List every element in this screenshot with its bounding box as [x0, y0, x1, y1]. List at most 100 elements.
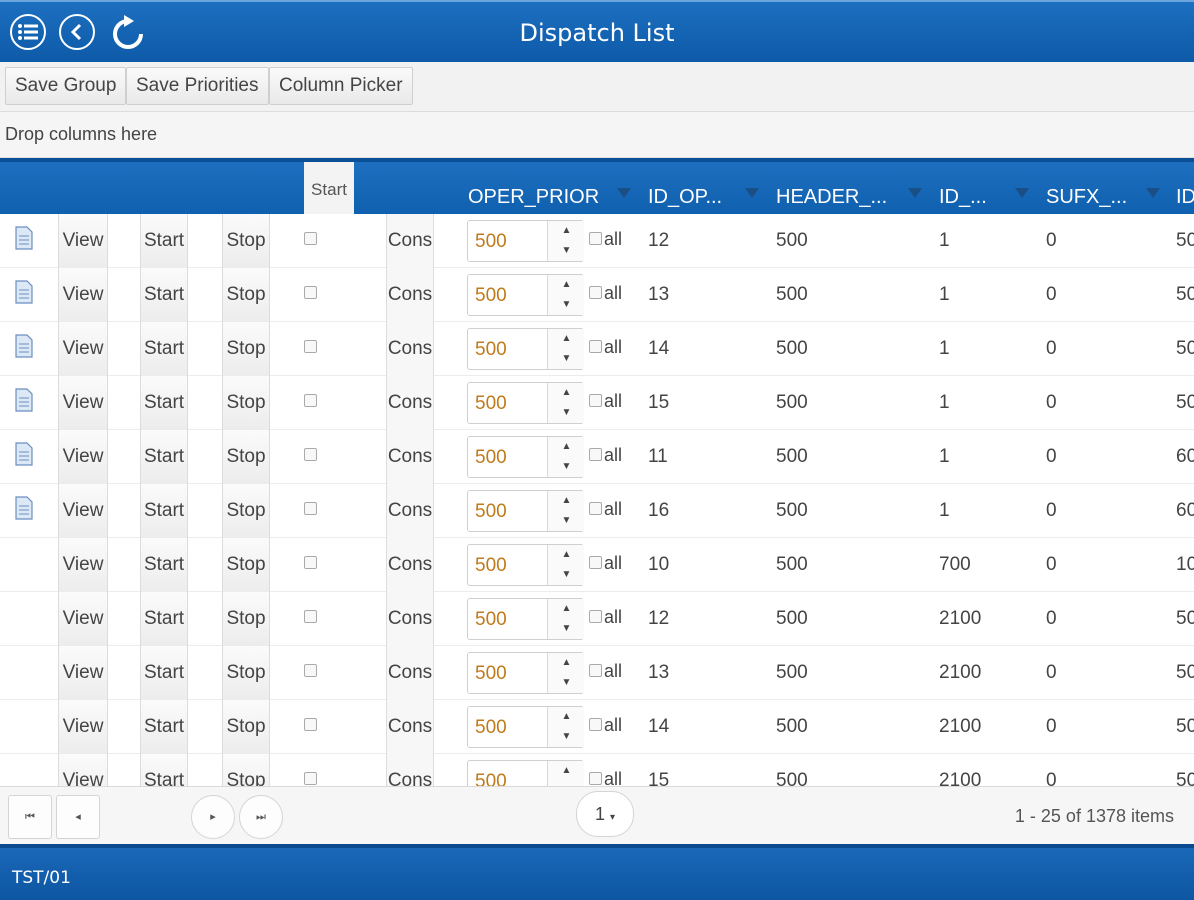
priority-stepper[interactable]: 500▲▼	[467, 598, 584, 640]
save-priorities-button[interactable]: Save Priorities	[126, 67, 269, 105]
stepper-up-icon[interactable]: ▲	[561, 765, 572, 776]
priority-value[interactable]: 500	[475, 663, 507, 684]
document-icon[interactable]	[14, 388, 34, 412]
start-button[interactable]: Start	[140, 646, 188, 700]
stepper-up-icon[interactable]: ▲	[561, 387, 572, 398]
last-page-button[interactable]: ⏭	[239, 795, 283, 839]
cons-button[interactable]: Cons	[386, 754, 434, 786]
stepper-down-icon[interactable]: ▼	[561, 731, 572, 742]
stop-button[interactable]: Stop	[222, 538, 270, 592]
document-icon[interactable]	[14, 280, 34, 304]
stop-button[interactable]: Stop	[222, 430, 270, 484]
refresh-button[interactable]	[108, 14, 148, 54]
row-checkbox[interactable]	[304, 448, 317, 461]
cons-button[interactable]: Cons	[386, 700, 434, 754]
save-group-button[interactable]: Save Group	[5, 67, 127, 105]
prev-page-button[interactable]: ◂	[56, 795, 100, 839]
priority-stepper[interactable]: 500▲▼	[467, 760, 584, 786]
document-icon[interactable]	[14, 226, 34, 250]
filter-icon[interactable]	[1015, 188, 1029, 198]
column-header-id-op[interactable]: ID_OP...	[648, 186, 723, 208]
stepper-up-icon[interactable]: ▲	[561, 225, 572, 236]
table-row[interactable]: View Start Stop Cons 500 ▲ ▼ all 13 500 1 0 50	[0, 268, 1194, 322]
stop-button[interactable]: Stop	[222, 268, 270, 322]
priority-value[interactable]: 500	[475, 339, 507, 360]
all-checkbox[interactable]	[589, 394, 602, 407]
table-row[interactable]: View Start Stop Cons 500 ▲ ▼ all 16 500 1 0 60	[0, 484, 1194, 538]
priority-value[interactable]: 500	[475, 447, 507, 468]
column-header-header[interactable]: HEADER_...	[776, 186, 888, 208]
view-button[interactable]: View	[58, 322, 108, 376]
page-select[interactable]: 1 ▾	[576, 791, 634, 837]
view-button[interactable]: View	[58, 754, 108, 786]
all-checkbox[interactable]	[589, 556, 602, 569]
all-checkbox[interactable]	[589, 772, 602, 785]
filter-icon[interactable]	[617, 188, 631, 198]
priority-value[interactable]: 500	[475, 501, 507, 522]
row-checkbox[interactable]	[304, 502, 317, 515]
stepper-up-icon[interactable]: ▲	[561, 657, 572, 668]
row-checkbox[interactable]	[304, 556, 317, 569]
view-button[interactable]: View	[58, 700, 108, 754]
row-checkbox[interactable]	[304, 664, 317, 677]
view-button[interactable]: View	[58, 484, 108, 538]
filter-icon[interactable]	[745, 188, 759, 198]
row-checkbox[interactable]	[304, 394, 317, 407]
stop-button[interactable]: Stop	[222, 214, 270, 268]
view-button[interactable]: View	[58, 538, 108, 592]
priority-value[interactable]: 500	[475, 609, 507, 630]
priority-stepper[interactable]: 500▲▼	[467, 706, 584, 748]
column-header-oper-prior[interactable]: OPER_PRIOR	[468, 186, 600, 208]
header-start-button[interactable]: Start	[304, 162, 354, 216]
row-checkbox[interactable]	[304, 772, 317, 785]
priority-stepper[interactable]: 500▲▼	[467, 490, 584, 532]
view-button[interactable]: View	[58, 214, 108, 268]
stepper-down-icon[interactable]: ▼	[561, 299, 572, 310]
priority-stepper[interactable]: 500 ▲ ▼	[467, 436, 584, 478]
table-row[interactable]: View Start Stop Cons 500 ▲ ▼ all 12 500 2100 0 50	[0, 592, 1194, 646]
priority-stepper[interactable]: 500 ▲ ▼	[467, 652, 584, 694]
start-button[interactable]: Start	[140, 430, 188, 484]
stepper-down-icon[interactable]: ▼	[561, 407, 572, 418]
stepper-down-icon[interactable]: ▼	[561, 677, 572, 688]
filter-icon[interactable]	[908, 188, 922, 198]
table-row[interactable]: View Start Stop Cons 500 ▲ ▼ all 14 500 2100 0 50	[0, 700, 1194, 754]
cons-button[interactable]: Cons	[386, 322, 434, 376]
table-row[interactable]: View Start Stop Cons 500 ▲ ▼ all 14 500 1 0 50	[0, 322, 1194, 376]
stepper-down-icon[interactable]: ▼	[561, 461, 572, 472]
start-button[interactable]: Start	[140, 322, 188, 376]
stop-button[interactable]: Stop	[222, 376, 270, 430]
row-checkbox[interactable]	[304, 232, 317, 245]
all-checkbox[interactable]	[589, 340, 602, 353]
priority-stepper[interactable]: 500▲▼	[467, 328, 584, 370]
stepper-up-icon[interactable]: ▲	[561, 441, 572, 452]
stop-button[interactable]: Stop	[222, 646, 270, 700]
table-row[interactable]: View Start Stop Cons 500 ▲ ▼ all 15 500 1 0 50	[0, 376, 1194, 430]
cons-button[interactable]: Cons	[386, 430, 434, 484]
row-checkbox[interactable]	[304, 286, 317, 299]
cons-button[interactable]: Cons	[386, 538, 434, 592]
stepper-down-icon[interactable]: ▼	[548, 781, 585, 786]
stop-button[interactable]: Stop	[222, 322, 270, 376]
column-picker-button[interactable]: Column Picker	[269, 67, 413, 105]
start-button[interactable]: Start	[140, 214, 188, 268]
stepper-down-icon[interactable]: ▼	[561, 245, 572, 256]
start-button[interactable]: Start	[140, 376, 188, 430]
table-row[interactable]: View Start Stop Cons 500 ▲ ▼ all 11 500 1 0 60	[0, 430, 1194, 484]
group-drop-area[interactable]: Drop columns here	[0, 112, 1194, 158]
stop-button[interactable]: Stop	[222, 484, 270, 538]
stop-button[interactable]: Stop	[222, 754, 270, 786]
view-button[interactable]: View	[58, 268, 108, 322]
priority-value[interactable]: 500	[475, 555, 507, 576]
priority-value[interactable]: 500	[475, 393, 507, 414]
stepper-up-icon[interactable]: ▲	[561, 603, 572, 614]
all-checkbox[interactable]	[589, 448, 602, 461]
table-row[interactable]: View Start Stop Cons 500 ▲ ▼ all 10 500 700 0 10	[0, 538, 1194, 592]
stepper-down-icon[interactable]: ▼	[561, 569, 572, 580]
start-button[interactable]: Start	[140, 268, 188, 322]
cons-button[interactable]: Cons	[386, 214, 434, 268]
priority-stepper[interactable]: 500▲▼	[467, 274, 584, 316]
all-checkbox[interactable]	[589, 286, 602, 299]
document-icon[interactable]	[14, 334, 34, 358]
